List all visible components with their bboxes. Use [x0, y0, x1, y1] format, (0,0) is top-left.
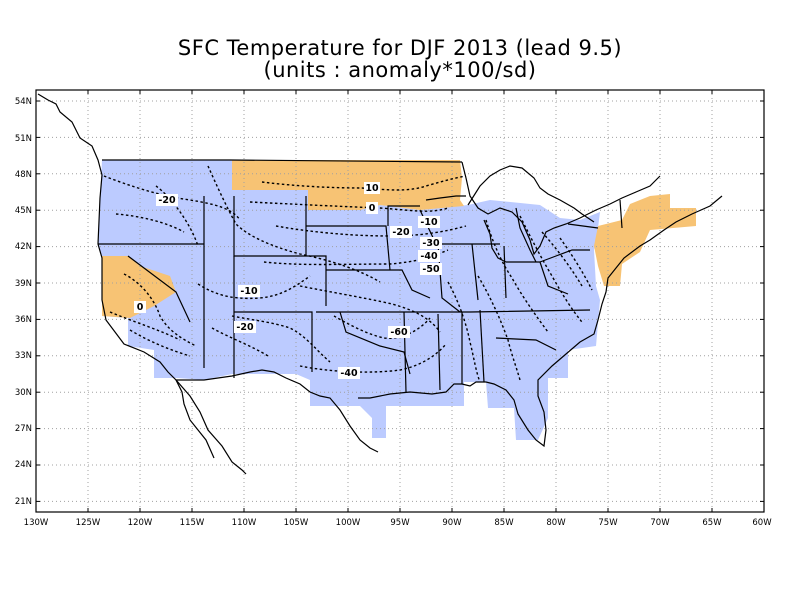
contour-label: -10 — [420, 217, 438, 228]
lon-label: 110W — [232, 518, 257, 528]
latitude-labels: 54N 51N 48N 45N 42N 39N 36N 33N 30N 27N … — [15, 97, 32, 507]
contour-label: -10 — [240, 286, 258, 297]
contour-label: -20 — [392, 227, 410, 238]
contour-label: -30 — [422, 238, 440, 249]
contour-lines — [103, 165, 593, 383]
axis-ticks — [35, 90, 765, 512]
lat-label: 27N — [15, 424, 32, 434]
lon-label: 65W — [702, 518, 722, 528]
lat-label: 39N — [15, 279, 32, 289]
lat-label: 45N — [15, 206, 32, 216]
lon-label: 95W — [390, 518, 410, 528]
lat-label: 36N — [15, 315, 32, 325]
contour-label: -40 — [420, 251, 438, 262]
map-title: SFC Temperature for DJF 2013 (lead 9.5) — [177, 36, 623, 60]
map-subtitle: (units : anomaly*100/sd) — [263, 58, 537, 82]
lon-label: 80W — [546, 518, 566, 528]
coastlines-and-borders — [37, 93, 723, 475]
contour-label: -40 — [340, 368, 358, 379]
contour-label: 0 — [137, 302, 144, 313]
lon-label: 120W — [128, 518, 153, 528]
lat-label: 54N — [15, 97, 32, 107]
contour-label: -60 — [390, 327, 408, 338]
lat-label: 42N — [15, 242, 32, 252]
lat-label: 30N — [15, 388, 32, 398]
lon-label: 85W — [494, 518, 514, 528]
negative-anomaly-shading — [98, 160, 600, 440]
contour-label: -20 — [236, 322, 254, 333]
lat-label: 21N — [15, 497, 32, 507]
lon-label: 105W — [284, 518, 309, 528]
lat-label: 51N — [15, 134, 32, 144]
lat-label: 24N — [15, 460, 32, 470]
lat-label: 48N — [15, 170, 32, 180]
contour-label: -20 — [158, 195, 176, 206]
contour-labels: -20 10 0 -10 -20 -30 -40 -50 0 -10 -20 -… — [134, 182, 442, 379]
lon-label: 115W — [180, 518, 205, 528]
lon-label: 60W — [752, 518, 772, 528]
contour-label: 0 — [369, 203, 376, 214]
lon-label: 130W — [24, 518, 49, 528]
lon-label: 75W — [598, 518, 618, 528]
longitude-labels: 130W 125W 120W 115W 110W 105W 100W 95W 9… — [24, 518, 773, 528]
lon-label: 90W — [442, 518, 462, 528]
lon-label: 100W — [336, 518, 361, 528]
lon-label: 125W — [76, 518, 101, 528]
contour-label: 10 — [365, 183, 379, 194]
lat-label: 33N — [15, 351, 32, 361]
contour-label: -50 — [422, 264, 440, 275]
lon-label: 70W — [650, 518, 670, 528]
